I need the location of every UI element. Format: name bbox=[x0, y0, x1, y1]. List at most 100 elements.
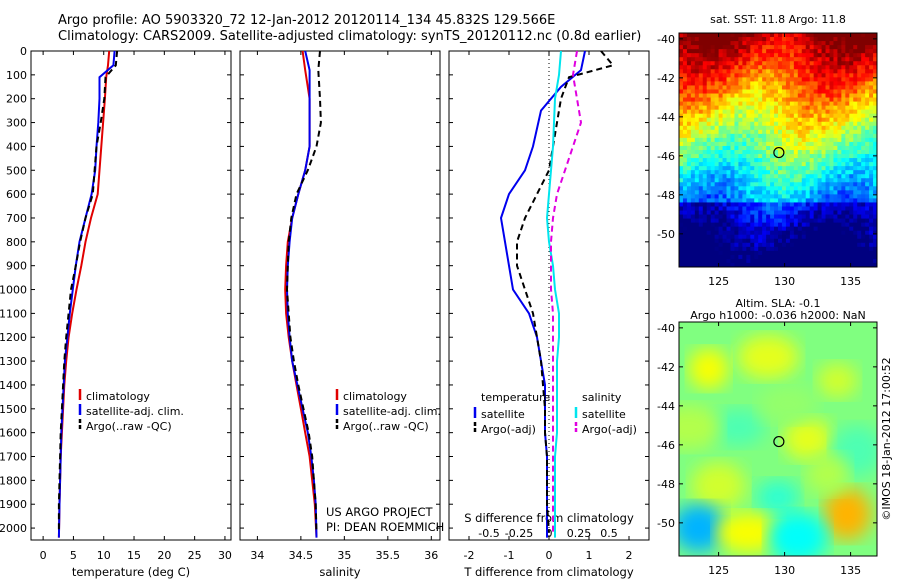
sst-cell bbox=[801, 158, 807, 163]
sst-cell bbox=[857, 145, 862, 151]
sst-cell bbox=[710, 65, 716, 70]
sst-cell bbox=[785, 258, 791, 264]
sst-cell bbox=[734, 113, 739, 119]
s-tick-label: 0.5 bbox=[600, 527, 618, 540]
sst-cell bbox=[750, 218, 755, 224]
sst-cell bbox=[679, 154, 684, 159]
sst-cell bbox=[833, 141, 838, 147]
sst-cell bbox=[726, 202, 732, 208]
sst-cell bbox=[730, 105, 736, 111]
sst-cell bbox=[762, 170, 767, 175]
sst-cell bbox=[714, 182, 720, 187]
sst-cell bbox=[706, 158, 712, 163]
sst-cell bbox=[766, 65, 771, 70]
sst-cell bbox=[821, 133, 827, 139]
series-line bbox=[499, 50, 586, 538]
sst-cell bbox=[833, 85, 838, 91]
sst-cell bbox=[686, 218, 692, 224]
sst-cell bbox=[789, 49, 795, 54]
sst-cell bbox=[853, 85, 858, 91]
sst-cell bbox=[809, 109, 815, 115]
sst-cell bbox=[702, 194, 708, 200]
sst-cell bbox=[730, 262, 736, 267]
sst-cell bbox=[722, 246, 728, 252]
sst-cell bbox=[793, 81, 799, 87]
sst-cell bbox=[679, 238, 684, 244]
sst-cell bbox=[714, 69, 720, 74]
sst-cell bbox=[813, 133, 819, 139]
sst-cell bbox=[726, 206, 732, 212]
sst-cell bbox=[853, 222, 858, 228]
sst-cell bbox=[758, 242, 763, 248]
sst-cell bbox=[849, 250, 854, 256]
sst-cell bbox=[762, 210, 767, 216]
sst-cell bbox=[841, 254, 846, 260]
legend-label: climatology bbox=[86, 390, 150, 403]
sst-cell bbox=[714, 145, 720, 151]
sst-cell bbox=[682, 61, 688, 66]
sst-cell bbox=[718, 49, 724, 54]
sst-cell bbox=[825, 141, 831, 147]
sst-cell bbox=[825, 77, 831, 83]
sst-cell bbox=[682, 222, 688, 228]
x-tick-label: 0 bbox=[40, 549, 47, 562]
sst-cell bbox=[718, 129, 724, 135]
sst-cell bbox=[686, 121, 692, 127]
sst-cell bbox=[694, 37, 700, 42]
sst-cell bbox=[857, 101, 862, 107]
sst-cell bbox=[770, 154, 775, 159]
sst-cell bbox=[845, 214, 850, 220]
sst-cell bbox=[797, 166, 803, 171]
sst-cell bbox=[766, 262, 771, 267]
sst-cell bbox=[865, 254, 870, 260]
sst-cell bbox=[754, 174, 759, 179]
sst-cell bbox=[682, 45, 688, 50]
sst-cell bbox=[853, 77, 858, 83]
sst-cell bbox=[785, 234, 791, 240]
sst-cell bbox=[722, 101, 728, 107]
sst-cell bbox=[849, 174, 854, 179]
sst-cell bbox=[722, 154, 728, 159]
sst-cell bbox=[706, 65, 712, 70]
sst-cell bbox=[730, 258, 736, 264]
sst-cell bbox=[714, 226, 720, 232]
sst-cell bbox=[746, 246, 751, 252]
sst-cell bbox=[679, 37, 684, 42]
sst-cell bbox=[754, 234, 759, 240]
sst-cell bbox=[785, 125, 791, 131]
sst-cell bbox=[873, 246, 877, 252]
sst-cell bbox=[686, 105, 692, 111]
sst-cell bbox=[801, 250, 807, 256]
sst-cell bbox=[679, 210, 684, 216]
sst-cell bbox=[857, 218, 862, 224]
sst-cell bbox=[849, 121, 854, 127]
sst-cell bbox=[702, 210, 708, 216]
sst-cell bbox=[813, 206, 819, 212]
sst-cell bbox=[702, 89, 708, 95]
sst-cell bbox=[821, 69, 827, 74]
sst-cell bbox=[762, 73, 767, 78]
sst-cell bbox=[754, 89, 759, 95]
sst-cell bbox=[797, 105, 803, 111]
sst-cell bbox=[766, 117, 771, 123]
sst-cell bbox=[873, 250, 877, 256]
sst-cell bbox=[774, 150, 779, 155]
sst-cell bbox=[679, 65, 684, 70]
series-line bbox=[57, 50, 119, 533]
sst-cell bbox=[734, 69, 739, 74]
sst-cell bbox=[873, 226, 877, 232]
sst-cell bbox=[714, 101, 720, 107]
sst-cell bbox=[861, 93, 866, 99]
sst-cell bbox=[710, 178, 716, 183]
sst-cell bbox=[730, 129, 736, 135]
sst-cell bbox=[821, 214, 827, 220]
sst-cell bbox=[734, 57, 739, 62]
sst-cell bbox=[778, 85, 783, 91]
sst-cell bbox=[778, 113, 783, 119]
sst-cell bbox=[766, 170, 771, 175]
sst-cell bbox=[821, 182, 827, 187]
sst-cell bbox=[682, 41, 688, 46]
sst-cell bbox=[865, 85, 870, 91]
sst-cell bbox=[789, 45, 795, 50]
sst-cell bbox=[865, 230, 870, 236]
